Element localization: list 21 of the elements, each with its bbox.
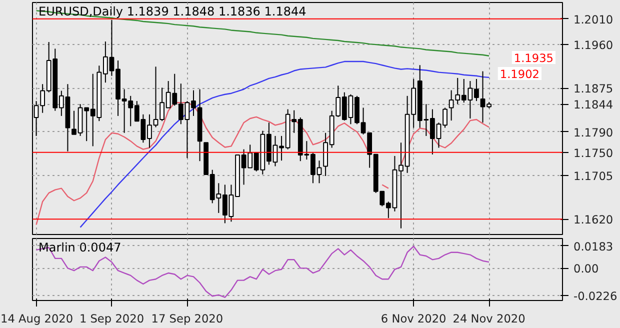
y-tick-label: 1.1705 bbox=[574, 168, 614, 183]
ref-line-label: 1.1750 bbox=[574, 146, 614, 160]
line-series bbox=[80, 60, 490, 228]
x-tick-label: 24 Nov 2020 bbox=[452, 312, 526, 326]
x-tick-label: 1 Sep 2020 bbox=[79, 312, 144, 326]
x-tick-label: 14 Aug 2020 bbox=[0, 312, 74, 326]
chart-title: Marlin 0.0047 bbox=[38, 240, 122, 254]
text: 1.1935 bbox=[514, 51, 554, 65]
y-tick-label: 0.00 bbox=[574, 262, 599, 276]
text: 1.1902 bbox=[500, 67, 540, 81]
x-tick-label: 17 Sep 2020 bbox=[151, 312, 224, 326]
ref-line-label: 1.2010 bbox=[574, 12, 614, 26]
chart-title: EURUSD,Daily 1.1839 1.1848 1.1836 1.1844 bbox=[38, 4, 306, 18]
y-tick-label: 1.1960 bbox=[574, 38, 614, 52]
y-tick-label: 1.1875 bbox=[574, 82, 614, 96]
y-tick-label: 1.1844 bbox=[574, 98, 614, 112]
y-tick-label: -0.0226 bbox=[574, 289, 618, 304]
y-tick-label: 1.1790 bbox=[574, 125, 614, 140]
x-tick-label: 6 Nov 2020 bbox=[380, 312, 446, 326]
ref-line-label: 1.1620 bbox=[574, 212, 614, 227]
y-tick-label: 0.0183 bbox=[574, 239, 614, 254]
